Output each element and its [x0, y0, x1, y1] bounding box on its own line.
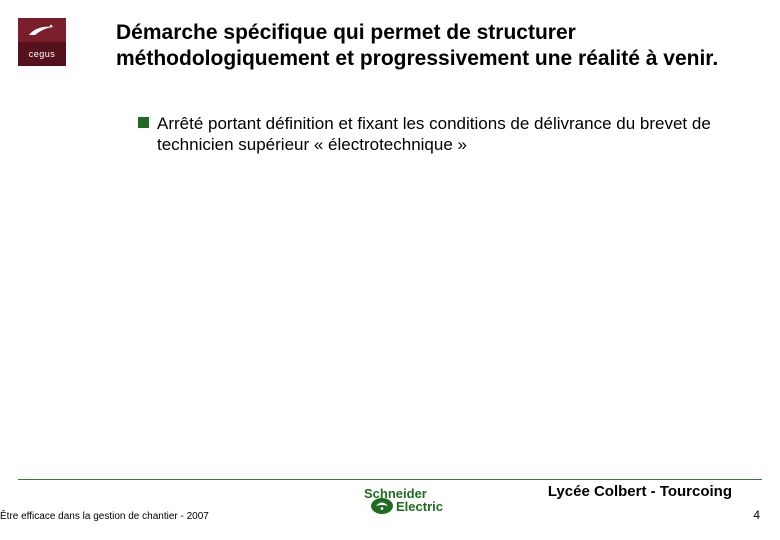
- logo-swoosh-icon: [27, 23, 57, 37]
- slide-title: Démarche spécifique qui permet de struct…: [116, 20, 750, 73]
- footer-right-text: Lycée Colbert - Tourcoing: [548, 483, 732, 500]
- page-number: 4: [753, 508, 760, 522]
- bullet-text: Arrêté portant définition et fixant les …: [157, 113, 740, 156]
- bullet-square-icon: [138, 117, 149, 128]
- bullet-item: Arrêté portant définition et fixant les …: [138, 113, 740, 156]
- slide-container: cegus Démarche spécifique qui permet de …: [0, 0, 780, 540]
- logo-brand-text: cegus: [29, 49, 56, 59]
- schneider-word-bottom: Electric: [396, 499, 443, 514]
- footer-left-text: Être efficace dans la gestion de chantie…: [0, 511, 209, 522]
- logo-top-panel: [18, 18, 66, 42]
- schneider-logo: Schneider Electric: [330, 484, 450, 520]
- footer-divider: [18, 479, 762, 480]
- cegus-logo: cegus: [18, 18, 66, 66]
- logo-bottom-panel: cegus: [18, 42, 66, 66]
